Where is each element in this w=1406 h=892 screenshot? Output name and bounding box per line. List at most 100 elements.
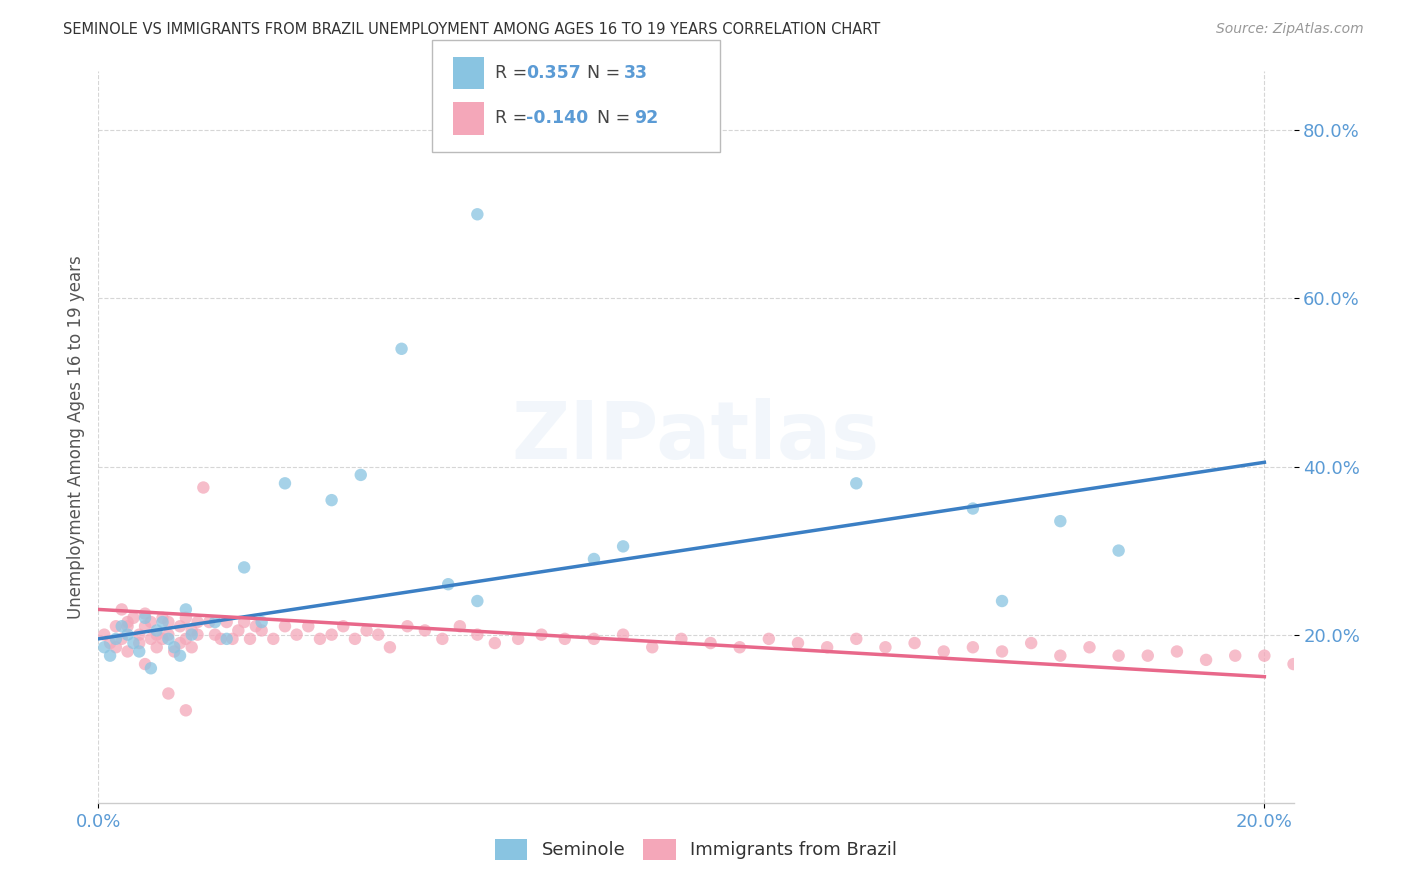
Point: [845, 476, 868, 491]
Point: [467, 594, 489, 608]
Point: [250, 615, 273, 629]
Point: [787, 636, 810, 650]
Point: [122, 611, 145, 625]
Point: [134, 657, 156, 671]
Point: [309, 632, 332, 646]
Point: [671, 632, 693, 646]
Point: [1108, 543, 1130, 558]
Point: [1253, 648, 1275, 663]
Point: [1340, 661, 1362, 675]
Point: [157, 686, 180, 700]
Point: [321, 627, 343, 641]
Point: [728, 640, 751, 655]
Text: -0.140: -0.140: [526, 110, 588, 128]
Point: [169, 636, 191, 650]
Point: [117, 627, 139, 641]
Point: [169, 648, 191, 663]
Point: [332, 619, 354, 633]
Point: [297, 619, 319, 633]
Point: [215, 632, 238, 646]
Point: [117, 615, 139, 629]
Point: [250, 624, 273, 638]
Point: [391, 342, 413, 356]
Point: [274, 476, 297, 491]
Point: [204, 615, 226, 629]
Point: [641, 640, 664, 655]
Point: [163, 644, 186, 658]
Text: ZIPatlas: ZIPatlas: [512, 398, 880, 476]
Point: [350, 467, 373, 482]
Point: [413, 624, 436, 638]
Point: [233, 615, 256, 629]
Point: [378, 640, 401, 655]
Text: R =: R =: [495, 64, 533, 82]
Point: [1225, 648, 1247, 663]
Point: [157, 615, 180, 629]
Point: [612, 540, 634, 554]
Point: [157, 632, 180, 646]
Point: [117, 619, 139, 633]
Point: [875, 640, 897, 655]
Y-axis label: Unemployment Among Ages 16 to 19 years: Unemployment Among Ages 16 to 19 years: [66, 255, 84, 619]
Point: [139, 632, 162, 646]
Point: [145, 640, 167, 655]
Point: [582, 552, 605, 566]
Point: [134, 607, 156, 621]
Point: [128, 644, 150, 658]
Point: [343, 632, 366, 646]
Point: [215, 615, 238, 629]
Point: [903, 636, 925, 650]
Legend: Seminole, Immigrants from Brazil: Seminole, Immigrants from Brazil: [488, 831, 904, 867]
Point: [186, 615, 208, 629]
Point: [221, 632, 243, 646]
Point: [104, 632, 127, 646]
Text: 0.357: 0.357: [526, 64, 581, 82]
Point: [432, 632, 454, 646]
Point: [98, 648, 121, 663]
Point: [174, 632, 197, 646]
Point: [1195, 653, 1218, 667]
Point: [367, 627, 389, 641]
Point: [467, 207, 489, 221]
Point: [180, 624, 202, 638]
Point: [228, 624, 250, 638]
Point: [962, 501, 984, 516]
Point: [145, 627, 167, 641]
Point: [274, 619, 297, 633]
Point: [98, 636, 121, 650]
Point: [169, 619, 191, 633]
Point: [157, 627, 180, 641]
Point: [180, 640, 202, 655]
Point: [145, 624, 167, 638]
Text: N =: N =: [576, 64, 626, 82]
Point: [104, 640, 127, 655]
Point: [758, 632, 780, 646]
Point: [321, 493, 343, 508]
Point: [285, 627, 308, 641]
Point: [1166, 644, 1188, 658]
Point: [134, 611, 156, 625]
Point: [449, 619, 471, 633]
Point: [396, 619, 419, 633]
Point: [134, 619, 156, 633]
Point: [163, 640, 186, 655]
Point: [484, 636, 506, 650]
Point: [1282, 657, 1305, 671]
Point: [93, 640, 115, 655]
Text: Source: ZipAtlas.com: Source: ZipAtlas.com: [1216, 22, 1364, 37]
Text: SEMINOLE VS IMMIGRANTS FROM BRAZIL UNEMPLOYMENT AMONG AGES 16 TO 19 YEARS CORREL: SEMINOLE VS IMMIGRANTS FROM BRAZIL UNEMP…: [63, 22, 880, 37]
Point: [93, 627, 115, 641]
Point: [152, 632, 174, 646]
Point: [104, 619, 127, 633]
Point: [186, 627, 208, 641]
Point: [152, 615, 174, 629]
Point: [1108, 648, 1130, 663]
Point: [612, 627, 634, 641]
Point: [239, 632, 262, 646]
Point: [233, 560, 256, 574]
Text: 92: 92: [634, 110, 658, 128]
Point: [1078, 640, 1101, 655]
Point: [699, 636, 721, 650]
Point: [174, 611, 197, 625]
Point: [152, 611, 174, 625]
